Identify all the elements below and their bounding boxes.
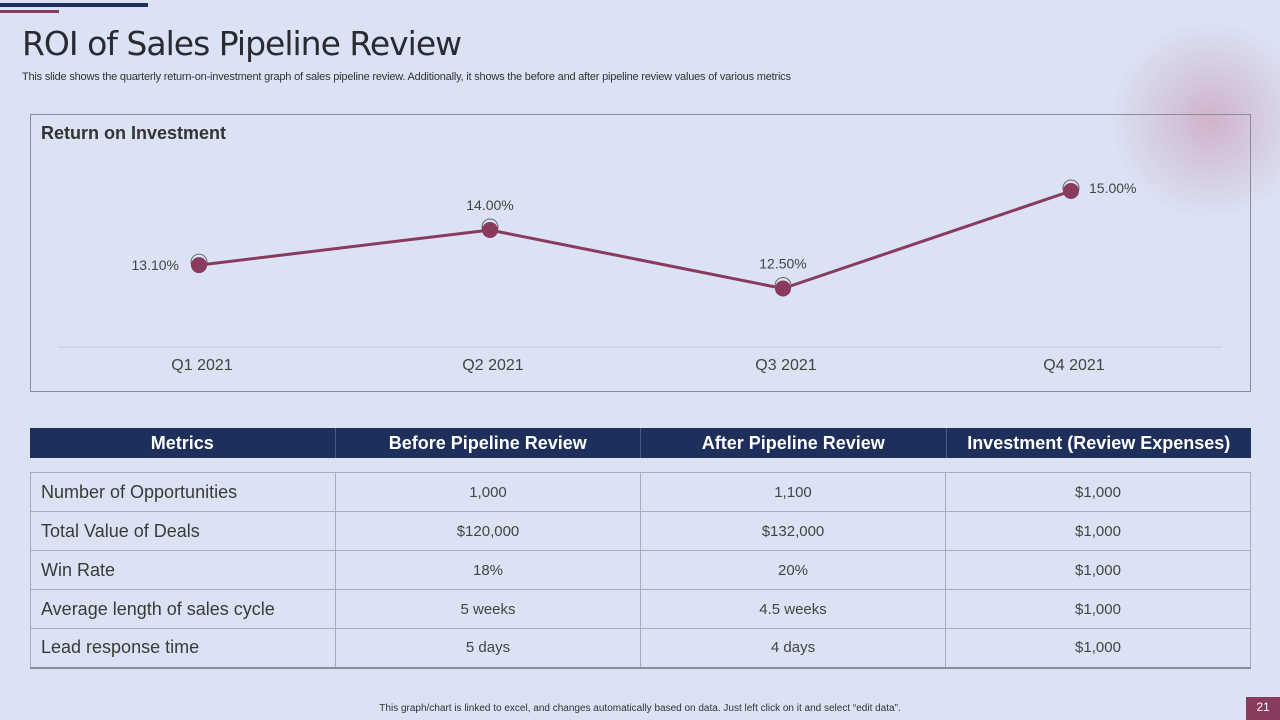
table-cell: Win Rate — [30, 550, 336, 590]
data-label: 13.10% — [132, 257, 179, 273]
table-cell: 18% — [335, 550, 641, 590]
chart-frame[interactable] — [30, 114, 1251, 392]
page-subtitle: This slide shows the quarterly return-on… — [22, 71, 791, 83]
header-metrics: Metrics — [30, 428, 336, 458]
metrics-table: Number of Opportunities 1,000 1,100 $1,000 T… — [30, 472, 1251, 669]
data-point[interactable] — [1063, 183, 1079, 199]
table-row: Win Rate 18% 20% $1,000 — [30, 550, 1251, 590]
table-cell: 1,000 — [335, 472, 641, 512]
footer-note: This graph/chart is linked to excel, and… — [379, 703, 901, 714]
table-cell: $1,000 — [945, 589, 1251, 629]
page-title: ROI of Sales Pipeline Review — [22, 24, 462, 63]
accent-bar-navy — [0, 3, 148, 7]
table-cell: $132,000 — [640, 511, 946, 551]
table-row: Lead response time 5 days 4 days $1,000 — [30, 628, 1251, 668]
table-cell: Lead response time — [30, 628, 336, 668]
x-tick-label: Q1 2021 — [171, 357, 232, 374]
table-cell: $1,000 — [945, 628, 1251, 668]
table-cell: 4.5 weeks — [640, 589, 946, 629]
x-tick-label: Q3 2021 — [755, 357, 816, 374]
data-label: 15.00% — [1089, 180, 1136, 196]
table-cell: Number of Opportunities — [30, 472, 336, 512]
data-point[interactable] — [482, 222, 498, 238]
accent-bar-maroon — [0, 10, 59, 13]
table-cell: 5 days — [335, 628, 641, 668]
table-cell: $120,000 — [335, 511, 641, 551]
table-cell: $1,000 — [945, 472, 1251, 512]
table-cell: 20% — [640, 550, 946, 590]
header-after: After Pipeline Review — [641, 428, 947, 458]
table-cell: 1,100 — [640, 472, 946, 512]
x-tick-label: Q2 2021 — [462, 357, 523, 374]
series-line — [198, 189, 1072, 291]
roi-line-chart: 13.10% Q1 2021 14.00% Q2 2021 12.50% Q3 2021 1… — [58, 179, 1222, 374]
table-cell: $1,000 — [945, 550, 1251, 590]
table-cell: Average length of sales cycle — [30, 589, 336, 629]
data-point[interactable] — [191, 257, 207, 274]
header-before: Before Pipeline Review — [336, 428, 641, 458]
decorative-glow — [1110, 20, 1280, 220]
chart-title: Return on Investment — [41, 123, 227, 143]
data-label: 14.00% — [466, 197, 513, 213]
x-tick-label: Q4 2021 — [1043, 357, 1104, 374]
table-row: Average length of sales cycle 5 weeks 4.5 … — [30, 589, 1251, 629]
table-row: Number of Opportunities 1,000 1,100 $1,000 — [30, 472, 1251, 512]
table-row: Total Value of Deals $120,000 $132,000 $1,0… — [30, 511, 1251, 551]
data-label: 12.50% — [759, 256, 806, 272]
table-cell: Total Value of Deals — [30, 511, 336, 551]
header-investment: Investment (Review Expenses) — [967, 433, 1231, 453]
page-number: 21 — [1246, 697, 1280, 720]
table-cell: $1,000 — [945, 511, 1251, 551]
table-cell: 5 weeks — [335, 589, 641, 629]
table-cell: 4 days — [640, 628, 946, 668]
data-point[interactable] — [775, 280, 791, 297]
table-header: Metrics Before Pipeline Review After Pip… — [30, 428, 1251, 458]
